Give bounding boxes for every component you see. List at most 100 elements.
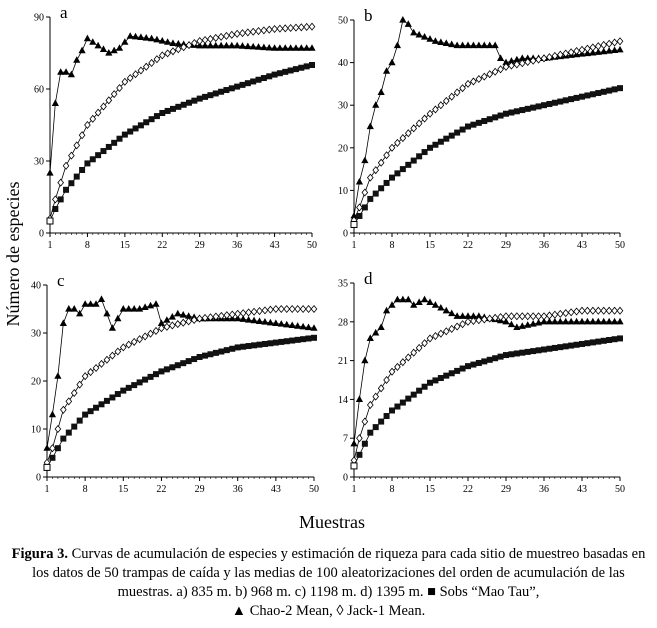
x-tick-label: 1 (48, 240, 53, 251)
triangle-marker (239, 315, 247, 322)
x-tick-label: 50 (615, 240, 625, 251)
triangle-marker (288, 321, 296, 329)
diamond-marker (265, 25, 273, 34)
square-marker (410, 391, 417, 398)
y-tick-label: 90 (34, 13, 44, 24)
triangle-marker (404, 295, 412, 303)
square-marker (245, 343, 252, 350)
triangle-marker (73, 56, 81, 63)
square-marker (530, 348, 537, 355)
diamond-marker (535, 55, 542, 64)
square-marker (202, 352, 209, 359)
square-marker (163, 366, 170, 373)
diamond-marker (207, 313, 214, 322)
triangle-marker (276, 44, 284, 51)
caption-text: Curvas de acumulación de especies y esti… (32, 546, 646, 600)
x-tick-label: 36 (539, 240, 549, 251)
diamond-marker (529, 56, 537, 65)
diamond-marker (448, 324, 456, 333)
triangle-marker (265, 43, 273, 51)
triangle-marker (393, 295, 402, 303)
triangle-marker (114, 314, 122, 322)
square-marker (600, 88, 607, 95)
diamond-marker (605, 306, 613, 315)
diamond-marker (540, 54, 548, 63)
triangle-marker (524, 321, 532, 328)
x-tick-label: 29 (195, 484, 205, 495)
diamond-marker (305, 304, 312, 314)
diamond-marker (256, 307, 263, 316)
square-marker (282, 68, 289, 75)
diamond-marker (110, 90, 118, 99)
series-triangle (46, 32, 316, 176)
triangle-marker (152, 300, 160, 307)
triangle-marker (86, 300, 95, 307)
diamond-marker (136, 335, 143, 344)
triangle-marker (594, 48, 602, 55)
triangle-marker (361, 156, 369, 164)
square-marker (271, 71, 278, 78)
triangle-marker (578, 317, 586, 325)
square-marker (169, 364, 176, 371)
series-square (351, 335, 623, 469)
diamond-marker (426, 334, 434, 343)
square-marker (260, 75, 267, 82)
diamond-marker-icon: ◊ (336, 603, 344, 619)
square-marker (180, 101, 187, 108)
triangle-marker (534, 318, 543, 326)
triangle-marker (136, 305, 144, 312)
diamond-marker (147, 329, 154, 338)
diamond-marker (125, 340, 133, 349)
diamond-marker (92, 363, 100, 373)
triangle-marker (76, 309, 84, 317)
square-marker (191, 356, 198, 363)
diamond-marker (180, 43, 187, 52)
square-marker (611, 86, 618, 93)
triangle-marker (157, 319, 166, 326)
diamond-marker (201, 35, 209, 45)
square-marker (93, 404, 100, 411)
square-marker (76, 417, 83, 424)
square-marker (427, 144, 433, 151)
square-marker (71, 423, 78, 430)
square-marker-icon: ■ (427, 584, 436, 600)
square-marker (298, 64, 305, 71)
square-marker (448, 370, 455, 377)
square-marker (589, 91, 596, 98)
diamond-marker (103, 355, 111, 364)
series-line (353, 87, 621, 225)
square-marker (292, 66, 299, 73)
square-marker (148, 116, 155, 123)
diamond-marker (453, 322, 461, 331)
square-marker (427, 379, 433, 386)
diamond-marker (432, 332, 439, 341)
diamond-marker (464, 79, 472, 88)
diamond-marker (480, 315, 488, 324)
square-marker (152, 371, 159, 378)
diamond-marker (616, 306, 624, 315)
diamond-marker (383, 375, 390, 385)
square-marker (305, 335, 312, 342)
square-marker (100, 148, 107, 155)
square-marker (470, 361, 477, 368)
square-marker (557, 344, 564, 351)
triangle-marker (130, 305, 138, 312)
x-tick-label: 22 (463, 484, 473, 495)
x-tick-label: 1 (45, 484, 50, 495)
square-marker (121, 131, 128, 138)
triangle-marker (228, 41, 236, 49)
diamond-marker (228, 30, 236, 39)
square-marker (84, 160, 91, 167)
diamond-marker (562, 49, 570, 58)
square-marker (65, 429, 72, 436)
square-marker (185, 358, 192, 365)
triangle-marker (388, 58, 396, 66)
caption-figure-number: Figura 3. (11, 546, 69, 562)
triangle-marker (469, 41, 478, 49)
diamond-marker (502, 62, 510, 71)
series-line (46, 298, 315, 449)
square-marker (143, 119, 150, 126)
series-square (44, 334, 317, 471)
diamond-marker (185, 317, 192, 326)
